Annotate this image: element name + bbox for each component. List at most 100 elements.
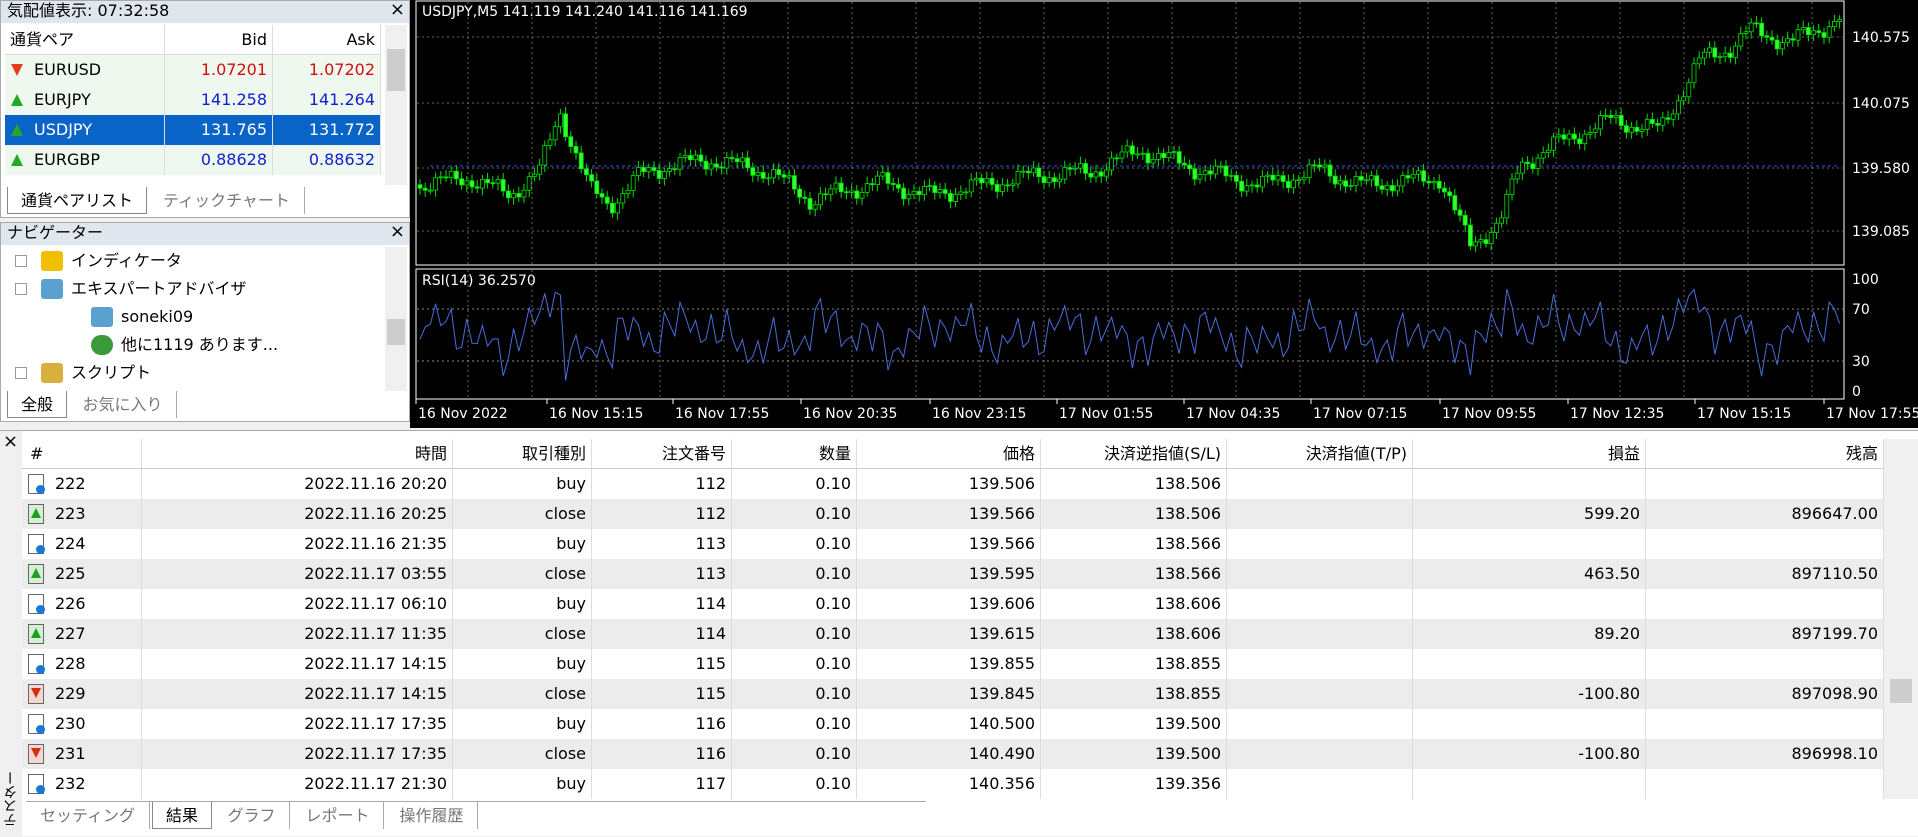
result-row[interactable]: 228 2022.11.17 14:15 buy 115 0.10 139.855 138.… <box>22 649 1884 679</box>
column-header: 損益 <box>1413 439 1646 469</box>
candle-body <box>968 179 974 193</box>
tab[interactable]: レポート <box>292 802 384 829</box>
candle-body <box>1327 164 1333 177</box>
candle-body <box>1525 161 1530 165</box>
result-row[interactable]: 224 2022.11.16 21:35 buy 113 0.10 139.566 138.… <box>22 529 1884 559</box>
tree-toggle[interactable] <box>15 283 27 295</box>
close-button[interactable]: × <box>389 0 405 20</box>
cell: 2022.11.17 14:15 <box>142 649 453 679</box>
candle-body <box>589 174 595 182</box>
cell: 231 <box>50 739 142 769</box>
empty-cell <box>1646 769 1884 799</box>
nav-item[interactable]: インディケータ <box>71 251 182 270</box>
cell: 115 <box>592 649 732 679</box>
candle-body <box>641 167 647 173</box>
tab[interactable]: セッティング <box>26 802 150 829</box>
candle-body <box>1306 164 1312 178</box>
tab[interactable]: お気に入り <box>69 391 177 418</box>
cell: close <box>453 559 592 589</box>
result-row[interactable]: 223 2022.11.16 20:25 close 112 0.10 139.566 13… <box>22 499 1884 529</box>
scrollbar[interactable] <box>385 25 407 185</box>
tab[interactable]: 全般 <box>7 391 67 418</box>
tab[interactable]: グラフ <box>214 802 290 829</box>
nav-item[interactable]: 他に1119 あります... <box>121 335 279 354</box>
item-icon <box>41 363 63 383</box>
result-row[interactable]: 230 2022.11.17 17:35 buy 116 0.10 140.500 139.… <box>22 709 1884 739</box>
tab[interactable]: 操作履歴 <box>386 802 478 829</box>
candle-body <box>885 172 891 184</box>
chart-header: USDJPY,M5 141.119 141.240 141.116 141.16… <box>422 4 748 20</box>
cell: buy <box>453 769 592 799</box>
candle-body <box>1005 184 1010 187</box>
cell: 0.10 <box>732 619 857 649</box>
cell: buy <box>453 529 592 559</box>
candle-body <box>1348 185 1354 188</box>
scrollbar[interactable] <box>1884 439 1918 799</box>
scroll-thumb[interactable] <box>1890 679 1912 703</box>
nav-item[interactable]: エキスパートアドバイザ <box>71 279 247 298</box>
candle-body <box>828 188 834 196</box>
nav-item[interactable]: soneki09 <box>121 307 194 326</box>
column-header: 残高 <box>1646 439 1884 469</box>
candle-body <box>1067 167 1073 170</box>
cell: 139.506 <box>857 469 1041 499</box>
quote-row[interactable]: EURUSD 1.07201 1.07202 <box>5 55 381 85</box>
candle-body <box>1530 163 1536 169</box>
result-row[interactable]: 222 2022.11.16 20:20 buy 112 0.10 139.506 138.… <box>22 469 1884 499</box>
cell: 112 <box>592 469 732 499</box>
scroll-thumb[interactable] <box>387 319 405 345</box>
time-label: 16 Nov 15:15 <box>549 406 643 422</box>
result-row[interactable]: 225 2022.11.17 03:55 close 113 0.10 139.595 13… <box>22 559 1884 589</box>
candle-body <box>1717 56 1723 59</box>
candle-body <box>1166 152 1172 159</box>
candle-body <box>443 176 449 179</box>
icon-mark <box>36 665 45 674</box>
empty-cell <box>1646 469 1884 499</box>
candle-body <box>1795 29 1801 41</box>
close-button[interactable]: × <box>389 221 405 242</box>
cell: 138.606 <box>1041 619 1227 649</box>
candle-body <box>583 168 589 176</box>
result-row[interactable]: 232 2022.11.17 21:30 buy 117 0.10 140.356 139.… <box>22 769 1884 799</box>
candle-body <box>1572 133 1577 140</box>
candle-body <box>755 171 761 176</box>
tree-toggle[interactable] <box>15 367 27 379</box>
tree-toggle[interactable] <box>15 255 27 267</box>
result-row[interactable]: 226 2022.11.17 06:10 buy 114 0.10 139.606 138.… <box>22 589 1884 619</box>
nav-item[interactable]: スクリプト <box>71 363 152 382</box>
candle-body <box>1218 165 1224 168</box>
empty-cell <box>1646 589 1884 619</box>
cell: 2022.11.16 21:35 <box>142 529 453 559</box>
cell: buy <box>453 709 592 739</box>
candle-body <box>687 155 693 161</box>
scrollbar[interactable] <box>385 247 407 391</box>
cell: 0.10 <box>732 769 857 799</box>
cell: 599.20 <box>1413 499 1646 529</box>
result-row[interactable]: 231 2022.11.17 17:35 close 116 0.10 140.490 13… <box>22 739 1884 769</box>
candle-body <box>906 194 912 200</box>
candle-body <box>656 170 662 179</box>
candle-body <box>1275 175 1281 181</box>
rsi-line <box>419 288 1841 381</box>
tab[interactable]: 結果 <box>152 802 212 829</box>
item-icon <box>41 251 63 271</box>
tab[interactable]: 通貨ペアリスト <box>7 187 147 214</box>
scroll-thumb[interactable] <box>387 49 405 91</box>
result-row[interactable]: 227 2022.11.17 11:35 close 114 0.10 139.615 13… <box>22 619 1884 649</box>
price-label: 139.085 <box>1852 224 1910 240</box>
result-row[interactable]: 229 2022.11.17 14:15 close 115 0.10 139.845 13… <box>22 679 1884 709</box>
tab[interactable]: ティックチャート <box>149 187 305 214</box>
row-icon <box>28 504 44 524</box>
candle-body <box>1587 131 1593 135</box>
price: 1.07201 <box>165 55 273 85</box>
cell: 896998.10 <box>1646 739 1884 769</box>
candle-body <box>1083 163 1088 174</box>
price: 131.765 <box>165 115 273 145</box>
candle-body <box>1681 96 1686 102</box>
quote-row[interactable]: EURGBP 0.88628 0.88632 <box>5 145 381 175</box>
quote-row[interactable]: USDJPY 131.765 131.772 <box>5 115 381 145</box>
close-button[interactable]: × <box>3 431 19 452</box>
quote-row[interactable]: EURJPY 141.258 141.264 <box>5 85 381 115</box>
candle-body <box>974 177 979 181</box>
candle-body <box>724 157 730 169</box>
